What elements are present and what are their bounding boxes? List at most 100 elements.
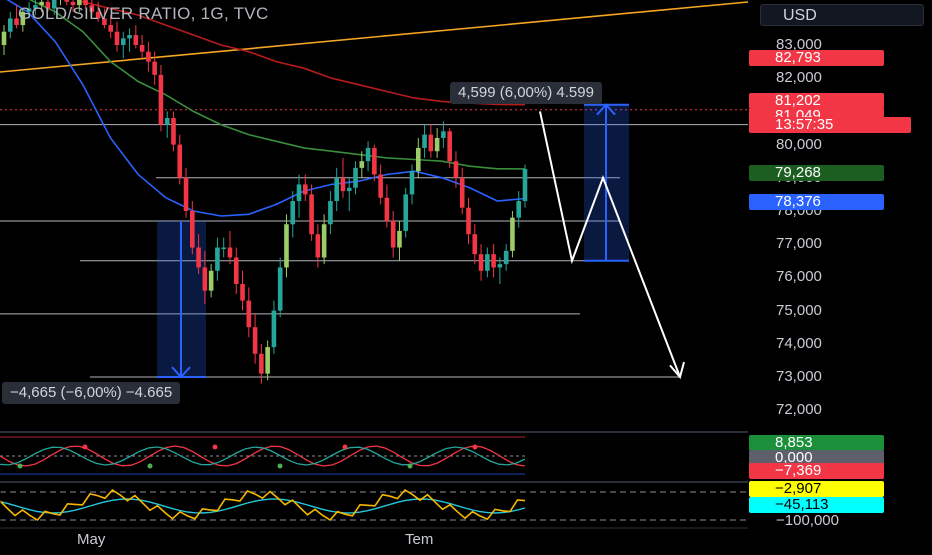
candle-body (422, 134, 427, 148)
candle-body (51, 0, 57, 9)
measure-label-up: 4,599 (6,00%) 4.599 (450, 82, 602, 104)
candle-body (152, 61, 157, 75)
currency-button[interactable]: USD (760, 4, 924, 26)
candle-body (340, 177, 346, 192)
osc1-dot (342, 444, 348, 450)
candle-body (246, 300, 252, 328)
candle-body (233, 257, 239, 285)
candle-body (321, 224, 327, 258)
candle-body (290, 201, 296, 225)
candle-body (20, 11, 26, 26)
osc2-line-yellow (0, 488, 526, 522)
candle-body (252, 327, 258, 354)
candle-body (139, 45, 145, 52)
candle-body (271, 310, 277, 348)
candle-body (89, 5, 95, 12)
candle-body (83, 0, 88, 6)
candle-body (447, 131, 452, 162)
candle-body (441, 131, 446, 138)
candle-body (472, 234, 478, 255)
candle-body (171, 118, 176, 145)
osc1-tag: 0,000 (749, 450, 884, 466)
price-tag: 82,793 (749, 50, 884, 66)
candle-body (428, 134, 434, 152)
candle-body (510, 217, 515, 251)
candle-body (158, 74, 164, 125)
price-tick-label: 83,000 (776, 36, 822, 53)
candle-body (328, 201, 333, 225)
candle-body (227, 247, 233, 258)
candle-body (415, 147, 421, 172)
candle-body (127, 35, 132, 39)
candle-body (309, 194, 314, 235)
candle-body (14, 18, 19, 26)
osc1-tag: −7,369 (749, 463, 884, 479)
candle-body (202, 267, 208, 291)
ma-line-mid (28, 0, 526, 170)
price-tick-label: 75,000 (776, 301, 822, 319)
projection-path (539, 111, 681, 378)
osc1-tag: 8,853 (749, 435, 884, 451)
osc1-dot (212, 444, 218, 450)
candle-body (372, 147, 377, 175)
candle-body (102, 18, 107, 26)
time-label-may: May (77, 531, 106, 548)
time-label-tem: Tem (405, 531, 434, 548)
candle-body (39, 1, 44, 6)
price-tick-label: 72,000 (776, 401, 822, 419)
osc1-dot (277, 463, 283, 469)
candle-body (346, 187, 352, 192)
osc2-tag: −2,907 (749, 481, 884, 497)
price-tag: 79,268 (749, 165, 884, 181)
candle-body (453, 161, 459, 178)
candle-body (403, 194, 409, 231)
trendline (0, 1, 749, 73)
candle-body (409, 171, 415, 195)
candle-body (503, 250, 509, 265)
candle-body (259, 353, 264, 374)
candle-body (277, 267, 283, 311)
candle-body (215, 247, 220, 271)
candle-body (70, 1, 76, 6)
price-tag: 13:57:35 (749, 117, 911, 133)
candle-body (491, 254, 496, 268)
price-tick-label: 73,000 (776, 368, 822, 385)
price-tick-label: 82,000 (776, 69, 822, 87)
osc2-tag: −45,113 (749, 497, 884, 513)
candle-body (390, 220, 396, 248)
chart-title: GOLD/SILVER RATIO, 1G, TVC (18, 4, 269, 23)
price-tick-label: 76,000 (776, 268, 822, 286)
candle-body (108, 25, 114, 32)
candle-body (177, 144, 183, 178)
price-tag: 81,202 (749, 93, 884, 109)
candle-body (240, 284, 245, 301)
candle-body (183, 177, 189, 211)
price-tag: 78,376 (749, 194, 884, 210)
candle-body (497, 264, 503, 268)
candle-body (485, 254, 490, 271)
osc2-axis-label: −100,000 (776, 512, 839, 529)
candle-body (95, 11, 101, 19)
candle-body (334, 177, 339, 202)
candle-body (146, 51, 151, 62)
candle-body (359, 161, 365, 168)
osc1-line-green (0, 446, 526, 466)
candle-body (33, 5, 38, 9)
candle-body (459, 177, 465, 208)
candle-body (303, 184, 308, 195)
ma-line-fast (6, 0, 526, 217)
osc1-line-red (0, 445, 526, 467)
candle-body (353, 167, 358, 188)
candle-body (77, 0, 82, 6)
candle-body (284, 224, 289, 268)
osc1-dot (147, 463, 153, 469)
candle-body (478, 254, 484, 271)
candle-body (315, 234, 321, 258)
candle-body (64, 0, 70, 2)
candle-body (522, 168, 528, 202)
measure-label-down: −4,665 (−6,00%) −4.665 (2, 382, 181, 404)
osc1-dot (472, 444, 478, 450)
candle-body (397, 230, 402, 248)
